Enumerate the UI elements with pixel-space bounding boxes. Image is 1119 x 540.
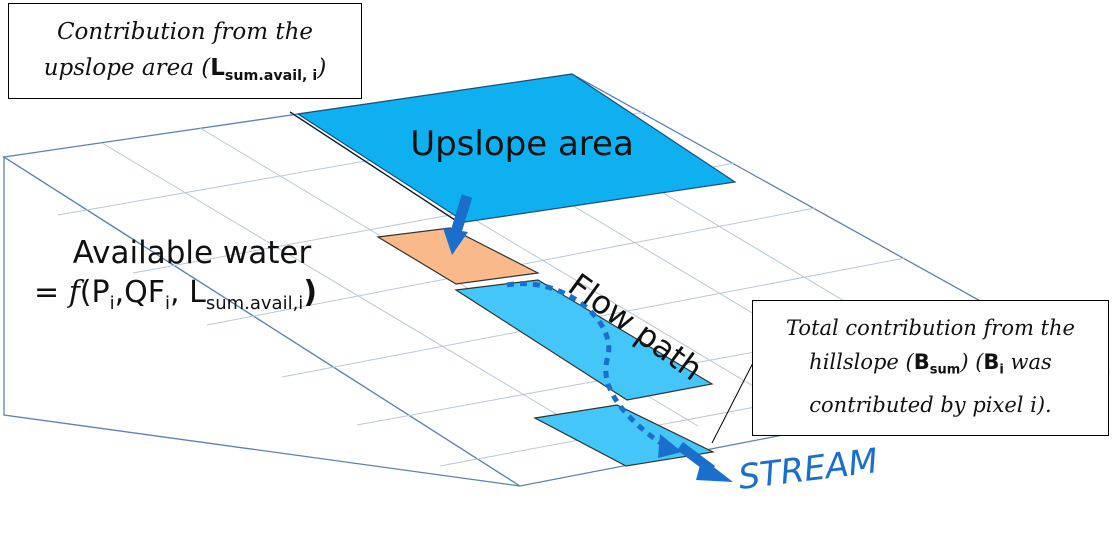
callout-leader-line bbox=[711, 354, 758, 444]
available-water-formula: = f(Pi,QFi, Lsum.avail,i) bbox=[34, 275, 317, 314]
subscript: sum.avail,i bbox=[206, 293, 303, 314]
close-paren: ) bbox=[303, 275, 317, 310]
lsum-term: , L bbox=[170, 275, 206, 310]
inflow-arrow bbox=[443, 194, 473, 255]
upslope-area-region bbox=[296, 73, 737, 223]
callout-line: hillslope (Bsum) (Bi was bbox=[809, 350, 1052, 378]
ridge-line bbox=[289, 111, 459, 223]
upslope-area-label: Upslope area bbox=[410, 124, 634, 164]
subscript: i bbox=[110, 293, 115, 314]
b-sum-symbol: Bsum bbox=[913, 350, 961, 378]
precip-term: (P bbox=[80, 275, 110, 310]
callout-line: upslope area (Lsum.avail, i) bbox=[43, 55, 327, 84]
upslope-contribution-callout: Contribution from the upslope area (Lsum… bbox=[8, 3, 362, 99]
callout-line: Contribution from the bbox=[56, 19, 314, 45]
flow-path-arrowhead bbox=[658, 434, 682, 458]
callout-line: Total contribution from the bbox=[786, 316, 1075, 340]
hillslope-contribution-callout: Total contribution from the hillslope (B… bbox=[752, 300, 1109, 436]
quickflow-term: ,QF bbox=[115, 275, 165, 310]
l-sum-symbol: Lsum.avail, i bbox=[210, 55, 318, 84]
available-water-label: Available water bbox=[73, 235, 312, 271]
stream-arrow bbox=[677, 442, 733, 482]
flow-path-dotted-arrow bbox=[506, 281, 670, 451]
callout-line: contributed by pixel i). bbox=[809, 392, 1052, 417]
subscript: i bbox=[165, 293, 170, 314]
b-i-symbol: Bi bbox=[983, 350, 1004, 378]
pixel-i-cell bbox=[376, 227, 540, 285]
stream-label: STREAM bbox=[736, 441, 880, 498]
eq-sign: = bbox=[34, 275, 69, 310]
